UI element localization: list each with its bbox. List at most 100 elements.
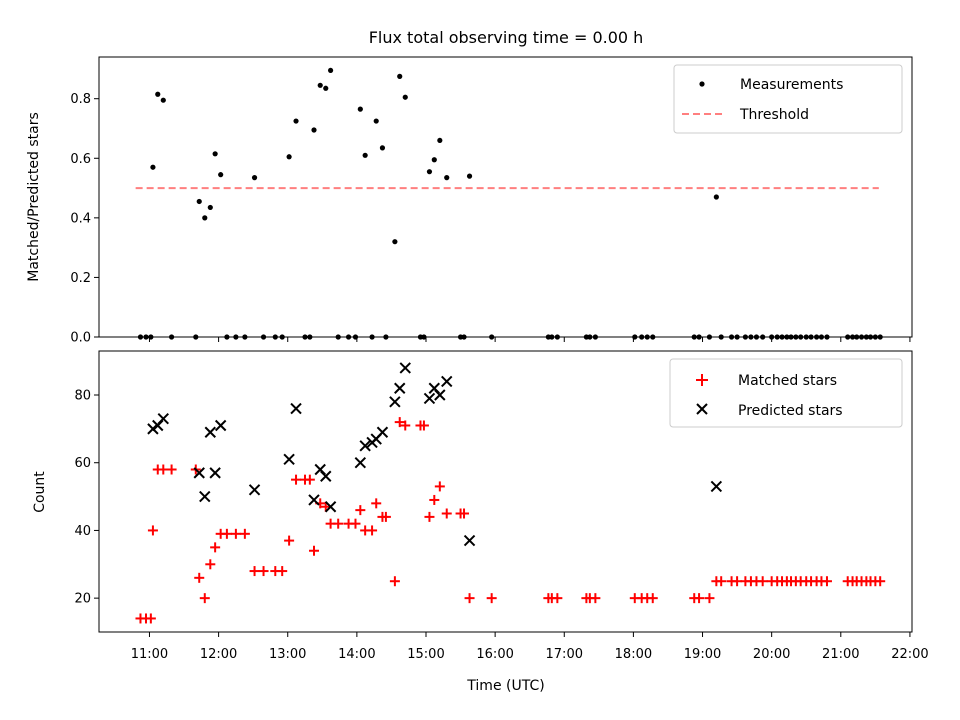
matched-star-point	[716, 576, 727, 587]
top-y-tick-label: 0.4	[70, 211, 91, 226]
measurement-point	[437, 137, 443, 144]
chart-title: Flux total observing time = 0.00 h	[369, 28, 644, 47]
measurement-point	[713, 194, 719, 200]
measurement-point	[207, 204, 213, 211]
bottom-y-tick-label: 20	[74, 592, 91, 607]
measurement-point	[444, 175, 450, 181]
matched-star-point	[441, 508, 452, 519]
legend-measurements-marker	[699, 81, 705, 87]
measurement-point	[311, 127, 317, 133]
matched-star-point	[291, 474, 302, 485]
predicted-star-point	[359, 440, 371, 452]
matched-star-point	[371, 498, 382, 509]
predicted-star-point	[463, 534, 476, 547]
measurement-point	[218, 172, 224, 178]
measurement-point	[327, 67, 334, 74]
bottom-y-tick-label: 40	[74, 524, 91, 539]
top-y-ticks: 0.0 0.2 0.4 0.6 0.8	[70, 92, 99, 346]
predicted-star-point	[324, 501, 337, 513]
measurement-point	[392, 239, 398, 245]
predicted-star-point	[199, 490, 211, 503]
top-axes-frame	[98, 56, 913, 338]
matched-star-point	[704, 593, 715, 604]
x-tick-label: 13:00	[269, 647, 306, 662]
measurement-point	[196, 198, 202, 205]
x-tick-label: 14:00	[338, 647, 375, 662]
bottom-y-axis-label: Count	[32, 471, 48, 513]
matched-star-point	[875, 576, 886, 587]
matched-star-point	[647, 593, 658, 604]
predicted-star-point	[399, 362, 411, 374]
matched-star-point	[757, 576, 768, 587]
matched-star-point	[486, 593, 497, 604]
matched-star-point	[249, 566, 260, 577]
top-y-tick-label: 0.8	[70, 92, 91, 107]
measurement-point	[431, 157, 437, 163]
x-tick-label: 20:00	[753, 647, 790, 662]
x-tick-label: 12:00	[200, 647, 237, 662]
measurement-point	[402, 94, 408, 100]
measurement-point	[293, 118, 299, 124]
bottom-y-tick-label: 80	[74, 389, 91, 404]
predicted-star-point	[290, 402, 302, 415]
matched-star-point	[418, 420, 429, 431]
matched-star-point	[277, 566, 288, 577]
bottom-data-marks	[135, 362, 886, 624]
predicted-star-point	[204, 426, 217, 438]
predicted-star-point	[147, 423, 159, 435]
matched-star-point	[284, 535, 295, 546]
top-data-marks	[135, 67, 883, 340]
measurement-point	[373, 118, 379, 124]
bottom-y-tick-label: 60	[74, 456, 91, 471]
matched-star-point	[424, 511, 435, 522]
matched-star-point	[230, 528, 241, 539]
measurement-point	[150, 164, 156, 170]
matched-star-point	[145, 613, 156, 624]
matched-star-point	[367, 525, 378, 536]
predicted-star-point	[193, 467, 205, 479]
predicted-star-point	[389, 396, 401, 408]
matched-star-point	[350, 518, 361, 529]
measurement-point	[397, 73, 403, 79]
matched-star-point	[199, 593, 210, 604]
predicted-star-point	[209, 467, 221, 479]
x-tick-label: 17:00	[546, 647, 583, 662]
legend-predicted-label: Predicted stars	[738, 403, 843, 419]
measurement-point	[286, 154, 292, 160]
top-y-tick-label: 0.0	[70, 331, 91, 346]
matched-star-point	[380, 511, 391, 522]
bottom-legend-box	[669, 358, 903, 428]
matched-star-point	[400, 420, 411, 431]
matched-star-point	[258, 566, 269, 577]
matched-star-point	[210, 542, 221, 553]
predicted-star-point	[376, 426, 389, 438]
matched-star-point	[309, 545, 320, 556]
measurement-point	[357, 106, 363, 112]
matched-star-point	[239, 528, 250, 539]
matched-star-point	[429, 494, 440, 505]
x-tick-label: 18:00	[615, 647, 652, 662]
measurement-point	[466, 173, 473, 179]
x-tick-label: 19:00	[684, 647, 721, 662]
measurement-point	[251, 175, 258, 181]
measurement-point	[379, 145, 386, 151]
x-tick-label: 21:00	[822, 647, 859, 662]
measurement-point	[160, 97, 166, 103]
bottom-x-ticks: 11:00 12:00 13:00 14:00 15:00 16:00 17:00 18:00…	[131, 632, 929, 662]
predicted-star-point	[157, 413, 170, 425]
matched-star-point	[304, 474, 315, 485]
measurement-point	[202, 215, 208, 221]
x-tick-label: 11:00	[131, 647, 168, 662]
legend-threshold-label: Threshold	[739, 107, 809, 123]
predicted-star-point	[320, 470, 332, 482]
legend-matched-marker	[696, 374, 708, 386]
predicted-star-point	[423, 392, 436, 405]
legend-measurements-label: Measurements	[740, 77, 843, 93]
matched-star-point	[205, 559, 216, 570]
measurement-point	[212, 151, 218, 157]
matched-star-point	[464, 593, 475, 604]
matched-star-point	[459, 508, 470, 519]
top-y-axis-label: Matched/Predicted stars	[26, 112, 42, 282]
x-tick-label: 16:00	[476, 647, 513, 662]
